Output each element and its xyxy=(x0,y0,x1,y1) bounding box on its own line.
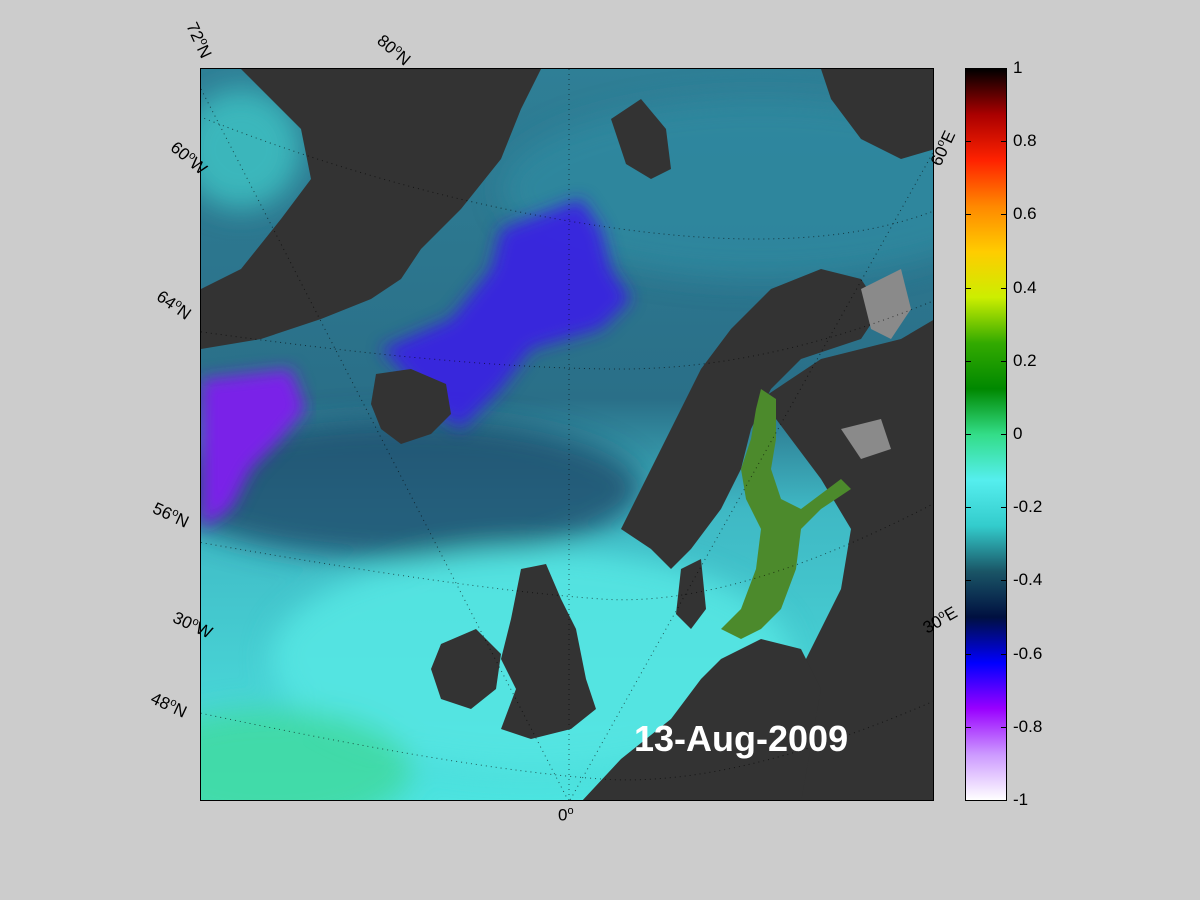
scandinavia xyxy=(621,269,881,569)
purple-anomaly xyxy=(201,369,306,529)
colorbar-tick-mark xyxy=(1001,580,1007,582)
colorbar-tick-label: -0.6 xyxy=(1013,643,1043,663)
colorbar-tick-mark xyxy=(965,287,971,289)
colorbar-tick-label: -0.2 xyxy=(1013,497,1043,517)
colorbar-tick-mark xyxy=(1001,653,1007,655)
white-sea xyxy=(841,269,911,459)
great-britain xyxy=(501,564,596,739)
colorbar-tick-mark xyxy=(1001,800,1007,801)
blue-anomaly xyxy=(381,199,631,429)
colorbar-tick-mark xyxy=(965,653,971,655)
colorbar-tick-mark xyxy=(1001,726,1007,728)
colorbar-tick-label: 0.2 xyxy=(1013,350,1037,370)
colorbar-tick-mark xyxy=(965,214,971,216)
colorbar-tick-label: 0.6 xyxy=(1013,204,1037,224)
jutland xyxy=(676,559,706,629)
greenland xyxy=(201,69,541,349)
labrador-cyan xyxy=(201,89,301,209)
lat-label-56n: 56oN xyxy=(149,498,192,532)
svalbard xyxy=(611,99,671,179)
map-canvas xyxy=(201,69,933,800)
continental-europe xyxy=(582,639,821,800)
colorbar-tick-label: 0 xyxy=(1013,424,1023,443)
colorbar-tick-label: 0.8 xyxy=(1013,131,1037,151)
ireland xyxy=(431,629,501,709)
colorbar-tick-label: -0.8 xyxy=(1013,716,1043,736)
colorbar-tick-mark xyxy=(1001,434,1007,435)
lat-label-72n: 72oN xyxy=(182,19,216,62)
colorbar-tick-label: 1 xyxy=(1013,58,1023,77)
map-panel xyxy=(200,68,934,801)
colorbar-tick-label: 0.4 xyxy=(1013,277,1037,297)
colorbar-tick-mark xyxy=(965,360,971,362)
colorbar-tick-mark xyxy=(965,141,971,143)
southwest-seafoam xyxy=(201,709,411,800)
colorbar-tick-mark xyxy=(965,507,971,509)
colorbar-tick-mark xyxy=(965,726,971,728)
colorbar-tick-mark xyxy=(965,434,971,435)
lat-label-80n: 80oN xyxy=(373,30,415,70)
baltic-sea xyxy=(721,389,851,639)
colorbar-tick-mark xyxy=(1001,360,1007,362)
colorbar-tick-mark xyxy=(1001,141,1007,143)
colorbar-tick-mark xyxy=(1001,214,1007,216)
colorbar-tick-label: -0.4 xyxy=(1013,570,1043,590)
lon-label-0: 0o xyxy=(558,805,574,825)
colorbar-tick-mark xyxy=(965,800,971,801)
colorbar-tick-mark xyxy=(965,68,971,69)
colorbar-tick-mark xyxy=(965,580,971,582)
lat-label-48n: 48oN xyxy=(147,688,190,722)
colorbar-tick-mark xyxy=(1001,68,1007,69)
northern-teal-field xyxy=(501,99,933,279)
colorbar-tick-label: -1 xyxy=(1013,790,1029,809)
date-label: 13-Aug-2009 xyxy=(634,718,849,759)
graticule xyxy=(201,69,933,800)
land xyxy=(201,69,933,800)
novaya-zemlya xyxy=(821,69,933,159)
dark-sea-band xyxy=(201,419,641,559)
colorbar-tick-mark xyxy=(1001,507,1007,509)
lat-label-64n: 64oN xyxy=(153,286,195,324)
colorbar-tick-mark xyxy=(1001,287,1007,289)
iceland xyxy=(371,369,451,444)
